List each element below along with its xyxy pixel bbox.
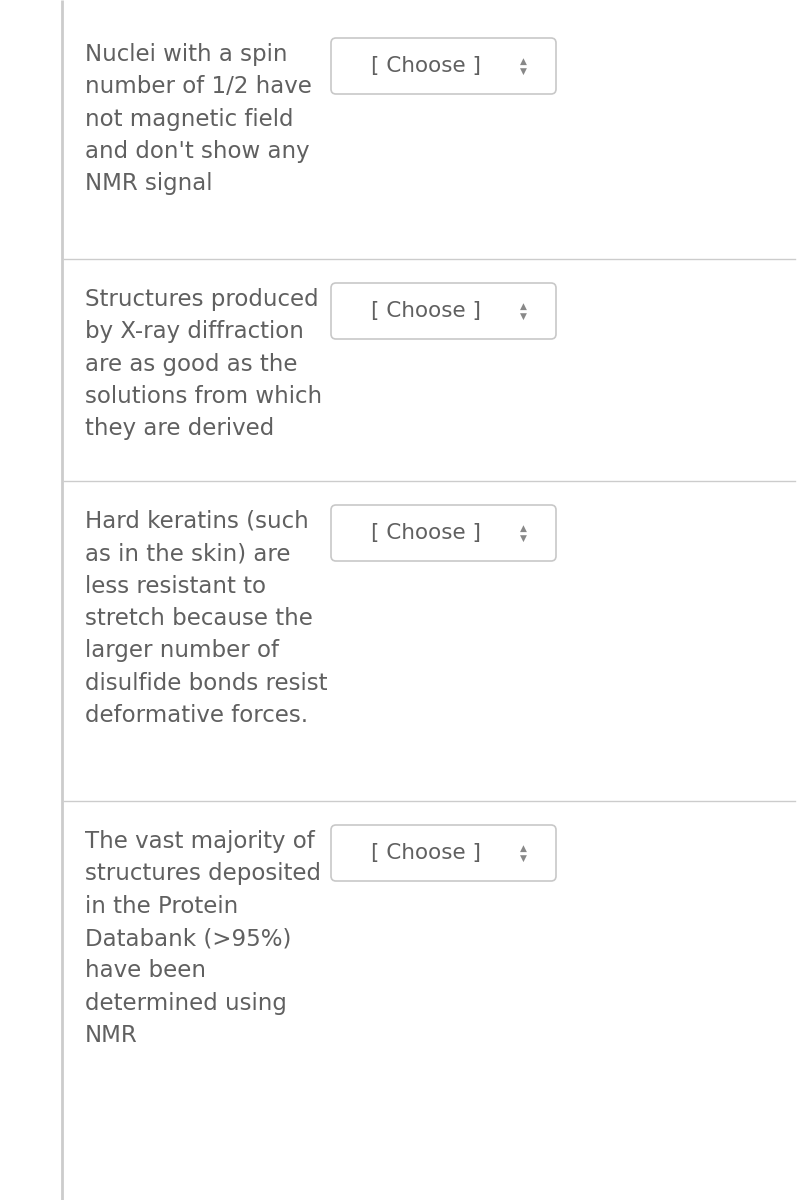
Text: ▲: ▲ xyxy=(519,301,527,311)
Text: [ Choose ]: [ Choose ] xyxy=(371,301,481,320)
Text: Hard keratins (such
as in the skin) are
less resistant to
stretch because the
la: Hard keratins (such as in the skin) are … xyxy=(85,510,328,727)
Text: [ Choose ]: [ Choose ] xyxy=(371,842,481,863)
FancyBboxPatch shape xyxy=(331,826,556,881)
Text: [ Choose ]: [ Choose ] xyxy=(371,56,481,76)
Text: ▲: ▲ xyxy=(519,844,527,852)
Text: ▼: ▼ xyxy=(519,66,527,76)
Text: Nuclei with a spin
number of 1/2 have
not magnetic field
and don't show any
NMR : Nuclei with a spin number of 1/2 have no… xyxy=(85,43,312,196)
FancyBboxPatch shape xyxy=(331,38,556,94)
Text: ▼: ▼ xyxy=(519,534,527,542)
Text: The vast majority of
structures deposited
in the Protein
Databank (>95%)
have be: The vast majority of structures deposite… xyxy=(85,830,321,1048)
FancyBboxPatch shape xyxy=(331,505,556,560)
Text: [ Choose ]: [ Choose ] xyxy=(371,523,481,542)
Text: ▼: ▼ xyxy=(519,312,527,320)
Text: Structures produced
by X-ray diffraction
are as good as the
solutions from which: Structures produced by X-ray diffraction… xyxy=(85,288,322,440)
FancyBboxPatch shape xyxy=(331,283,556,338)
Text: ▼: ▼ xyxy=(519,853,527,863)
Text: ▲: ▲ xyxy=(519,523,527,533)
Text: ▲: ▲ xyxy=(519,56,527,66)
